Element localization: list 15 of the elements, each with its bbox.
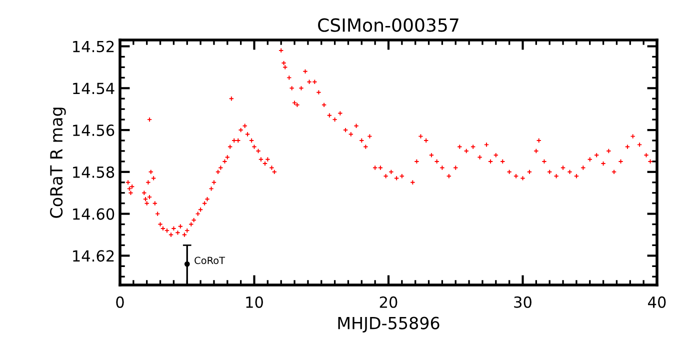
- y-tick-label: 14.60: [73, 208, 114, 220]
- y-axis-title: CoRaT R mag: [50, 108, 66, 218]
- x-tick-label: 30: [514, 296, 532, 308]
- chart-title: CSIMon-000357: [318, 18, 458, 32]
- x-tick-label: 0: [116, 296, 124, 308]
- y-tick-label: 14.54: [73, 82, 114, 94]
- x-tick-label: 10: [246, 296, 263, 308]
- y-tick-label: 14.56: [73, 124, 114, 136]
- y-tick-label: 14.62: [73, 250, 114, 262]
- y-tick-label: 14.52: [73, 40, 114, 52]
- series-label: CoRoT: [194, 256, 226, 264]
- x-tick-label: 40: [648, 296, 666, 308]
- x-axis-title: MHJD-55896: [338, 316, 440, 332]
- x-tick-label: 20: [380, 296, 398, 308]
- y-tick-label: 14.58: [73, 166, 114, 178]
